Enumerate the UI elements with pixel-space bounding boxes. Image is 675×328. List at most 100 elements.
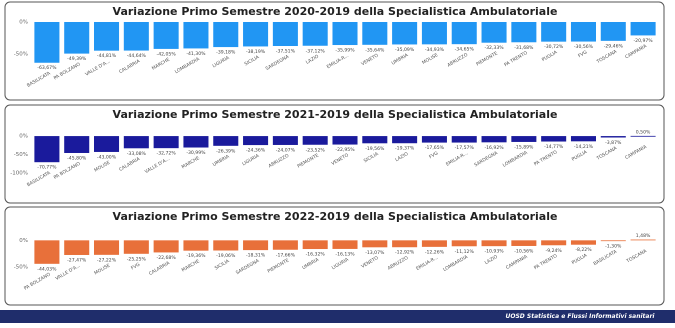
bar — [243, 136, 269, 146]
bar — [421, 240, 447, 247]
chart-title: Variazione Primo Semestre 2020-2019 dell… — [113, 5, 558, 18]
value-label: 0,50% — [636, 129, 651, 135]
bar — [511, 136, 537, 142]
value-label: -12,92% — [395, 250, 415, 256]
bar — [94, 22, 120, 51]
value-label: -44,03% — [37, 266, 57, 272]
bar — [272, 136, 298, 145]
value-label: -26,39% — [216, 148, 236, 154]
bar — [302, 22, 328, 46]
value-label: -32,33% — [484, 45, 504, 51]
y-tick-label: -50% — [14, 52, 28, 58]
bar — [570, 240, 596, 245]
value-label: -27,22% — [97, 257, 117, 263]
value-label: -15,89% — [514, 144, 534, 150]
value-label: -44,64% — [127, 53, 147, 59]
value-label: -22,68% — [157, 255, 177, 261]
value-label: -9,24% — [546, 248, 563, 254]
value-label: -35,99% — [335, 48, 355, 54]
value-label: -3,87% — [605, 140, 622, 146]
value-label: -17,65% — [425, 145, 445, 151]
y-tick-label: -50% — [14, 265, 28, 271]
bar — [332, 136, 358, 145]
value-label: -16,13% — [335, 251, 355, 257]
bar — [600, 240, 626, 242]
bar — [153, 22, 179, 49]
footer-text: UOSD Statistica e Flussi Informativi san… — [506, 313, 656, 320]
x-tick-label: FVG — [428, 150, 439, 160]
value-label: -14,77% — [544, 144, 564, 150]
value-label: -42,05% — [157, 51, 177, 57]
bar — [481, 22, 507, 43]
y-tick-label: 0% — [19, 134, 28, 140]
bar — [541, 240, 567, 246]
bar — [630, 22, 656, 36]
value-label: -17,66% — [276, 252, 296, 258]
value-label: -11,12% — [455, 249, 475, 255]
bar — [243, 22, 269, 47]
value-label: -63,67% — [37, 65, 57, 71]
bar — [392, 22, 418, 45]
bar — [362, 136, 388, 144]
bar — [183, 240, 209, 251]
y-tick-label: 0% — [19, 238, 28, 244]
value-label: -12,26% — [425, 249, 445, 255]
bar — [392, 136, 418, 144]
value-label: -37,12% — [306, 48, 326, 54]
bar — [421, 22, 447, 45]
value-label: -31,68% — [514, 45, 534, 51]
value-label: -49,39% — [67, 56, 87, 62]
value-label: -32,72% — [157, 151, 177, 157]
bar — [243, 240, 269, 251]
bar — [421, 136, 447, 143]
value-label: -1,30% — [605, 244, 622, 250]
value-label: -30,56% — [574, 44, 594, 50]
y-tick-label: -100% — [10, 171, 28, 177]
bar — [94, 240, 120, 255]
x-tick-label: FVG — [130, 261, 141, 271]
value-label: -35,09% — [395, 47, 415, 53]
bar — [213, 240, 239, 251]
bar — [481, 240, 507, 247]
value-label: -37,51% — [276, 49, 296, 55]
bar — [332, 22, 358, 46]
panel — [4, 206, 665, 306]
value-label: -27,47% — [67, 257, 87, 263]
bar — [123, 136, 149, 149]
y-tick-label: 0% — [19, 20, 28, 26]
value-label: -39,18% — [216, 50, 236, 56]
bar — [630, 239, 656, 241]
value-label: -19,36% — [186, 253, 206, 259]
bar — [302, 136, 328, 145]
y-tick-label: -50% — [14, 152, 28, 158]
bar — [123, 240, 149, 254]
bar — [64, 240, 90, 255]
footer-bar — [0, 310, 675, 323]
bar — [630, 135, 656, 137]
value-label: -17,57% — [455, 145, 475, 151]
bar — [213, 22, 239, 48]
bar — [94, 136, 120, 152]
value-label: -45,80% — [67, 155, 87, 161]
value-label: -10,93% — [484, 249, 504, 255]
value-label: -16,92% — [484, 145, 504, 151]
value-label: -16,32% — [306, 252, 326, 258]
bar — [392, 240, 418, 248]
value-label: -34,65% — [455, 47, 475, 53]
chart-title: Variazione Primo Semestre 2021-2019 dell… — [113, 108, 558, 121]
value-label: -24,36% — [246, 148, 266, 154]
value-label: -18,31% — [246, 253, 266, 259]
value-label: -19,56% — [365, 146, 385, 152]
bar — [272, 22, 298, 47]
value-label: -10,56% — [514, 248, 534, 254]
value-label: -34,93% — [425, 47, 445, 53]
bar — [302, 240, 328, 250]
chart-title: Variazione Primo Semestre 2022-2019 dell… — [113, 210, 558, 223]
value-label: -14,21% — [574, 144, 594, 150]
value-label: -24,07% — [276, 147, 296, 153]
bar — [511, 22, 537, 43]
value-label: -30,99% — [186, 150, 206, 156]
value-label: -19,37% — [395, 146, 415, 152]
value-label: -13,07% — [365, 250, 385, 256]
